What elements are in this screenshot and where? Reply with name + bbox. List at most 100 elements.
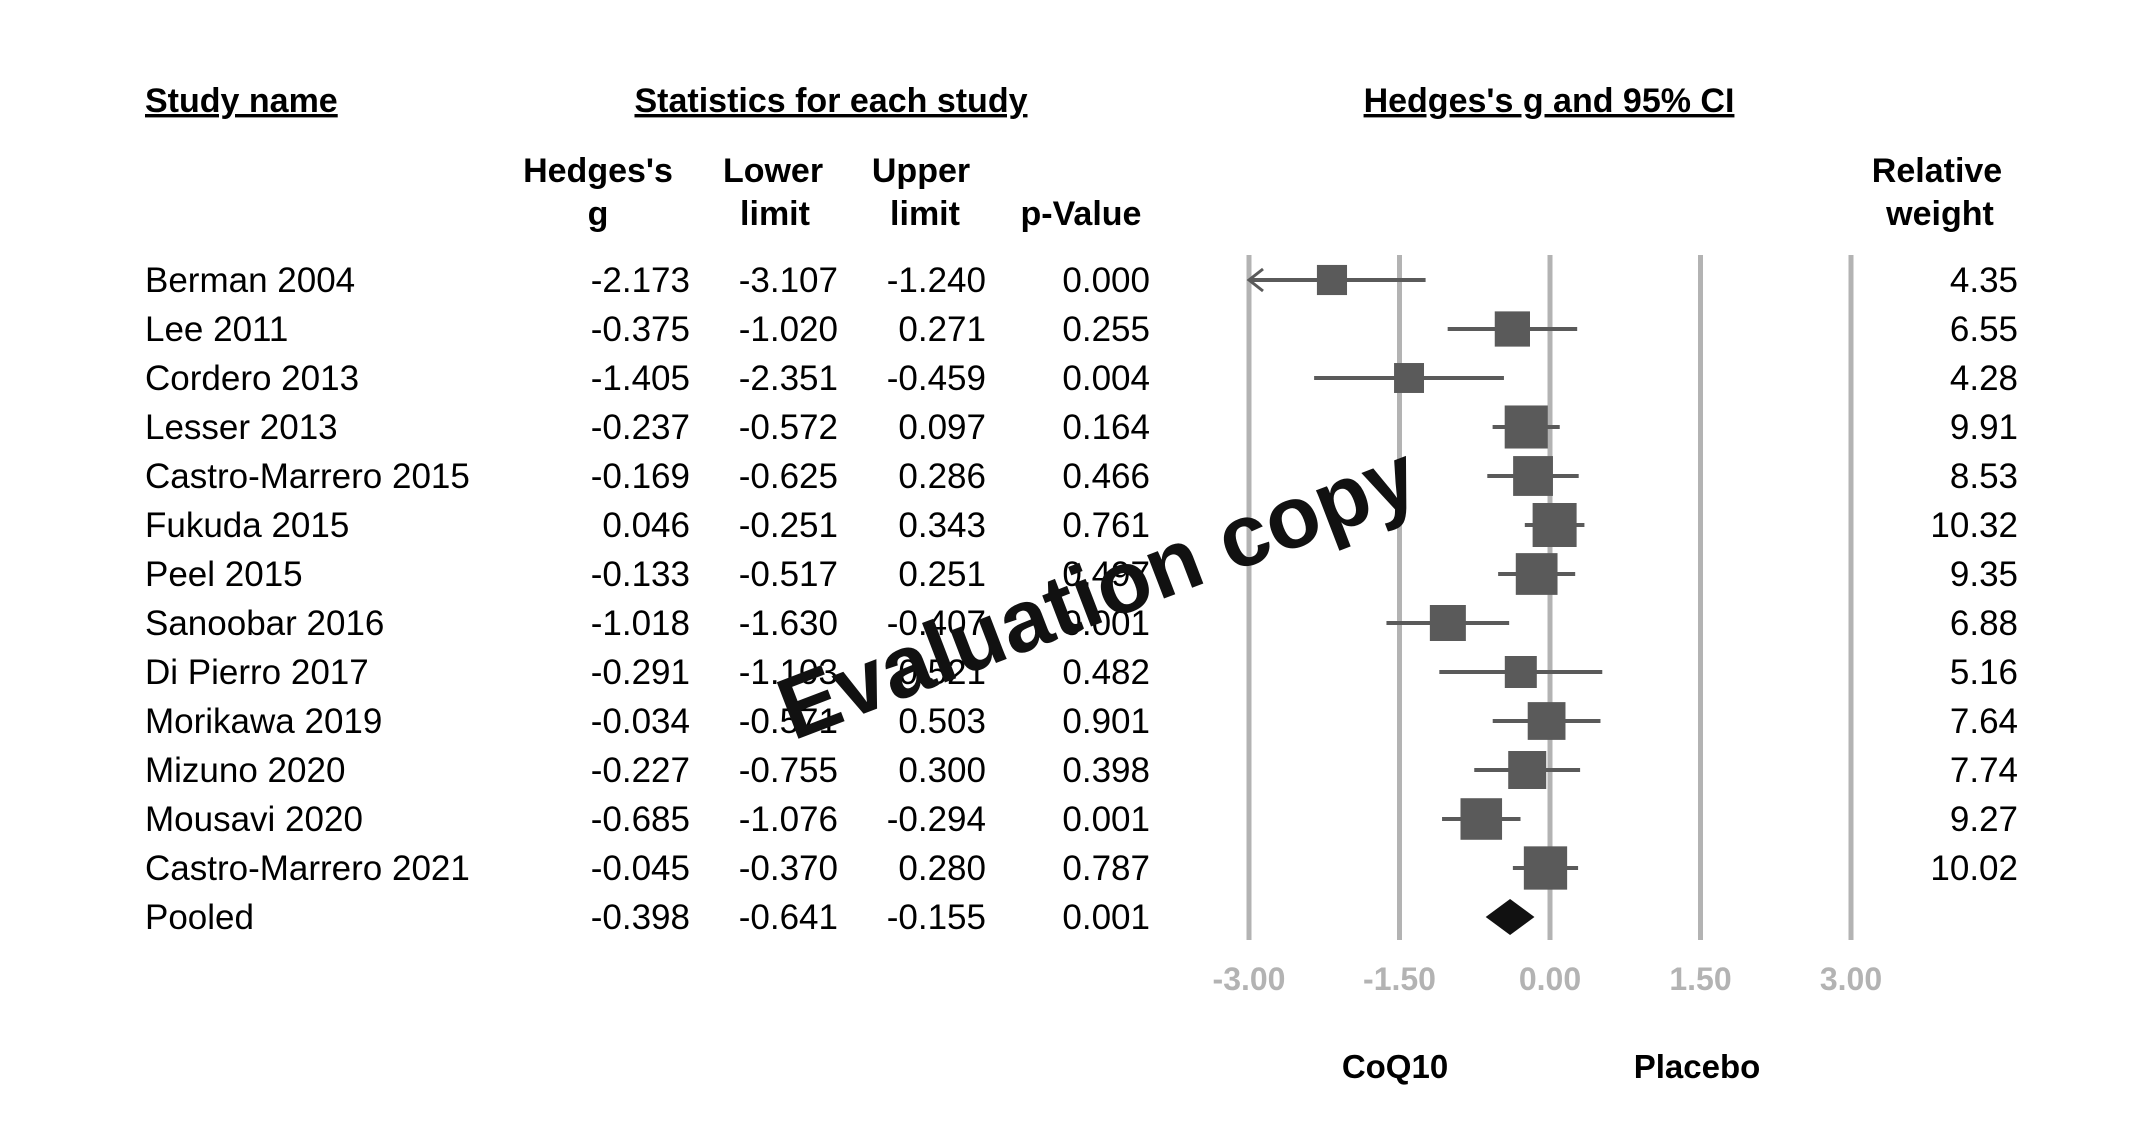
study-point-estimate [1504, 656, 1537, 688]
study-point-estimate [1515, 553, 1558, 595]
ci-truncation-arrow [1246, 267, 1264, 293]
col-head-lower-line1: Lower [723, 152, 823, 190]
study-name: Castro-Marrero 2015 [145, 457, 470, 496]
hedges-g-value: -0.398 [591, 898, 690, 937]
p-value: 0.466 [1062, 457, 1150, 496]
col-head-pvalue: p-Value [1021, 195, 1142, 233]
col-head-weight-line2: weight [1885, 195, 1994, 233]
relative-weight-value: 6.88 [1950, 604, 2018, 643]
x-tick-label: -1.50 [1363, 961, 1436, 997]
col-head-weight-line1: Relative [1872, 152, 2002, 190]
lower-limit-value: -0.641 [739, 898, 838, 937]
p-value: 0.398 [1062, 751, 1150, 790]
col-head-upper-line1: Upper [872, 152, 970, 190]
upper-limit-value: -0.294 [887, 800, 986, 839]
col-head-lower-line2: limit [740, 195, 810, 233]
col-head-g-line1: Hedges's [523, 152, 673, 190]
study-point-estimate [1513, 456, 1553, 496]
upper-limit-value: 0.300 [898, 751, 986, 790]
lower-limit-value: -2.351 [739, 359, 838, 398]
lower-limit-value: -0.755 [739, 751, 838, 790]
x-tick-label: 3.00 [1820, 961, 1882, 997]
lower-limit-value: -1.103 [739, 653, 838, 692]
x-tick-label: -3.00 [1213, 961, 1286, 997]
lower-limit-value: -1.020 [739, 310, 838, 349]
x-tick-label: 0.00 [1519, 961, 1581, 997]
favours-placebo-label: Placebo [1634, 1048, 1761, 1085]
p-value: 0.901 [1062, 702, 1150, 741]
relative-weight-value: 4.28 [1950, 359, 2018, 398]
p-value: 0.482 [1062, 653, 1150, 692]
upper-limit-value: 0.097 [898, 408, 986, 447]
x-axis-ticks: -3.00 -1.50 0.00 1.50 3.00 [1213, 961, 1883, 997]
lower-limit-value: -3.107 [739, 261, 838, 300]
relative-weight-value: 9.27 [1950, 800, 2018, 839]
study-name: Mousavi 2020 [145, 800, 363, 839]
header-effect-size: Hedges's g and 95% CI [1364, 82, 1735, 120]
upper-limit-value: -0.407 [887, 604, 986, 643]
relative-weight-value: 9.35 [1950, 555, 2018, 594]
study-point-estimate [1429, 605, 1466, 641]
p-value: 0.004 [1062, 359, 1150, 398]
study-name: Fukuda 2015 [145, 506, 349, 545]
study-point-estimate [1523, 846, 1568, 890]
hedges-g-value: -0.045 [591, 849, 690, 888]
study-point-estimate [1504, 405, 1548, 449]
upper-limit-value: 0.521 [898, 653, 986, 692]
lower-limit-value: -0.517 [739, 555, 838, 594]
lower-limit-value: -1.076 [739, 800, 838, 839]
p-value: 0.001 [1062, 898, 1150, 937]
lower-limit-value: -0.572 [739, 408, 838, 447]
upper-limit-value: 0.280 [898, 849, 986, 888]
upper-limit-value: 0.271 [898, 310, 986, 349]
lower-limit-value: -0.625 [739, 457, 838, 496]
relative-weight-value: 8.53 [1950, 457, 2018, 496]
upper-limit-value: 0.343 [898, 506, 986, 545]
lower-limit-value: -0.370 [739, 849, 838, 888]
study-name: Sanoobar 2016 [145, 604, 384, 643]
lower-limit-value: -0.251 [739, 506, 838, 545]
favours-coq10-label: CoQ10 [1342, 1048, 1448, 1085]
p-value: 0.761 [1062, 506, 1150, 545]
p-value: 0.001 [1062, 800, 1150, 839]
pooled-diamond [1485, 899, 1535, 935]
hedges-g-value: -0.291 [591, 653, 690, 692]
study-point-estimate [1527, 702, 1566, 740]
hedges-g-value: -2.173 [591, 261, 690, 300]
p-value: 0.164 [1062, 408, 1150, 447]
hedges-g-value: -1.405 [591, 359, 690, 398]
effect-markers [1246, 264, 1603, 935]
study-name: Castro-Marrero 2021 [145, 849, 470, 888]
x-tick-label: 1.50 [1669, 961, 1731, 997]
upper-limit-value: 0.286 [898, 457, 986, 496]
hedges-g-value: -0.034 [591, 702, 690, 741]
study-name: Peel 2015 [145, 555, 303, 594]
study-name: Pooled [145, 898, 254, 937]
study-name: Cordero 2013 [145, 359, 359, 398]
study-name: Di Pierro 2017 [145, 653, 369, 692]
gridlines [1246, 255, 1854, 940]
p-value: 0.497 [1062, 555, 1150, 594]
hedges-g-value: -0.237 [591, 408, 690, 447]
study-point-estimate [1508, 751, 1547, 789]
relative-weight-value: 7.74 [1950, 751, 2018, 790]
relative-weight-value: 4.35 [1950, 261, 2018, 300]
study-point-estimate [1494, 311, 1530, 347]
lower-limit-value: -0.571 [739, 702, 838, 741]
relative-weight-value: 7.64 [1950, 702, 2018, 741]
col-head-g-line2: g [588, 195, 609, 233]
upper-limit-value: -0.155 [887, 898, 986, 937]
lower-limit-value: -1.630 [739, 604, 838, 643]
relative-weight-value: 10.02 [1930, 849, 2018, 888]
study-name: Morikawa 2019 [145, 702, 382, 741]
study-point-estimate [1460, 798, 1503, 840]
study-rows: Berman 2004 -2.173 -3.107 -1.240 0.000 4.35 Le… [145, 261, 2018, 937]
p-value: 0.255 [1062, 310, 1150, 349]
upper-limit-value: -0.459 [887, 359, 986, 398]
upper-limit-value: 0.251 [898, 555, 986, 594]
col-head-upper-line2: limit [890, 195, 960, 233]
study-name: Berman 2004 [145, 261, 355, 300]
relative-weight-value: 10.32 [1930, 506, 2018, 545]
upper-limit-value: -1.240 [887, 261, 986, 300]
